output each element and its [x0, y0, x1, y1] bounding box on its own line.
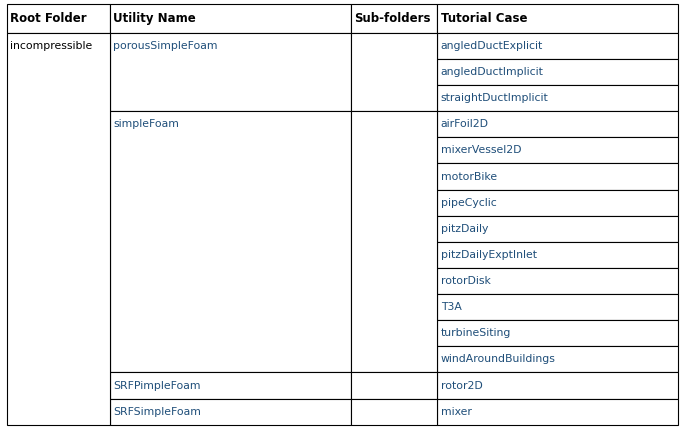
- Bar: [351, 111, 437, 372]
- Bar: [351, 33, 437, 111]
- Bar: [437, 33, 678, 59]
- Text: mixerVessel2D: mixerVessel2D: [440, 145, 521, 155]
- Bar: [437, 346, 678, 372]
- Bar: [437, 242, 678, 268]
- Text: airFoil2D: airFoil2D: [440, 119, 488, 129]
- Bar: [437, 372, 678, 399]
- Text: windAroundBuildings: windAroundBuildings: [440, 354, 556, 364]
- Bar: [437, 190, 678, 216]
- Bar: [437, 399, 678, 425]
- Bar: [110, 111, 351, 372]
- Text: SRFSimpleFoam: SRFSimpleFoam: [114, 407, 201, 417]
- Text: mixer: mixer: [440, 407, 471, 417]
- Text: pipeCyclic: pipeCyclic: [440, 198, 497, 208]
- Bar: [351, 399, 437, 425]
- Bar: [437, 294, 678, 320]
- Bar: [110, 33, 351, 111]
- Text: Tutorial Case: Tutorial Case: [440, 12, 527, 25]
- Bar: [437, 59, 678, 85]
- Bar: [7, 4, 110, 33]
- Text: Root Folder: Root Folder: [10, 12, 87, 25]
- Text: pitzDailyExptInlet: pitzDailyExptInlet: [440, 250, 536, 260]
- Text: pitzDaily: pitzDaily: [440, 224, 488, 234]
- Text: T3A: T3A: [440, 302, 462, 312]
- Text: turbineSiting: turbineSiting: [440, 328, 511, 338]
- Bar: [351, 4, 437, 33]
- Text: angledDuctImplicit: angledDuctImplicit: [440, 67, 543, 77]
- Bar: [7, 33, 110, 425]
- Text: Utility Name: Utility Name: [114, 12, 196, 25]
- Bar: [437, 111, 678, 137]
- Bar: [110, 4, 351, 33]
- Text: porousSimpleFoam: porousSimpleFoam: [114, 41, 218, 51]
- Text: SRFPimpleFoam: SRFPimpleFoam: [114, 381, 201, 390]
- Bar: [437, 163, 678, 190]
- Bar: [437, 216, 678, 242]
- Text: Sub-folders: Sub-folders: [354, 12, 431, 25]
- Text: rotor2D: rotor2D: [440, 381, 482, 390]
- Bar: [437, 4, 678, 33]
- Text: incompressible: incompressible: [10, 41, 92, 51]
- Bar: [437, 320, 678, 346]
- Bar: [437, 137, 678, 163]
- Bar: [437, 268, 678, 294]
- Bar: [110, 399, 351, 425]
- Text: motorBike: motorBike: [440, 172, 497, 181]
- Text: rotorDisk: rotorDisk: [440, 276, 490, 286]
- Text: angledDuctExplicit: angledDuctExplicit: [440, 41, 543, 51]
- Text: simpleFoam: simpleFoam: [114, 119, 179, 129]
- Bar: [110, 372, 351, 399]
- Text: straightDuctImplicit: straightDuctImplicit: [440, 93, 549, 103]
- Bar: [437, 85, 678, 111]
- Bar: [351, 372, 437, 399]
